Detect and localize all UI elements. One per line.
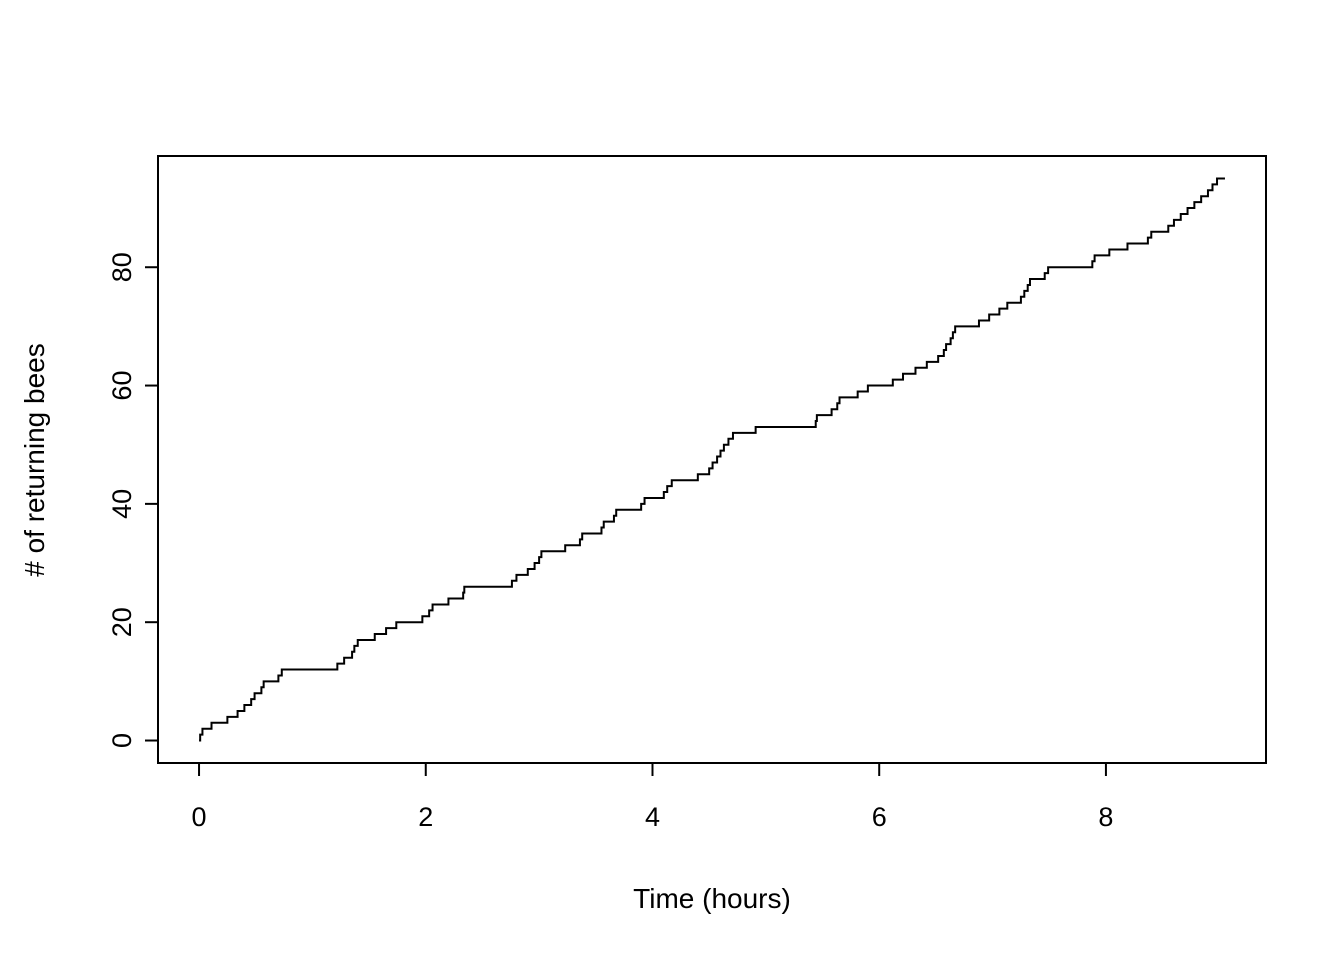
plot-box	[157, 155, 1267, 764]
x-tick-label: 8	[1098, 802, 1113, 832]
y-tick-label: 60	[107, 371, 137, 401]
y-axis-title: # of returning bees	[19, 343, 50, 577]
y-tick-label: 20	[107, 607, 137, 637]
y-tick-label: 40	[107, 489, 137, 519]
cumulative-bees-step-line	[199, 177, 1225, 742]
step-series	[199, 177, 1225, 742]
y-tick-label: 0	[107, 733, 137, 748]
axis-ticks	[145, 266, 1107, 776]
x-tick-label: 4	[645, 802, 660, 832]
x-axis-title: Time (hours)	[633, 883, 791, 914]
x-tick-label: 6	[872, 802, 887, 832]
x-tick-label: 0	[192, 802, 207, 832]
x-tick-label: 2	[418, 802, 433, 832]
y-tick-label: 80	[107, 252, 137, 282]
